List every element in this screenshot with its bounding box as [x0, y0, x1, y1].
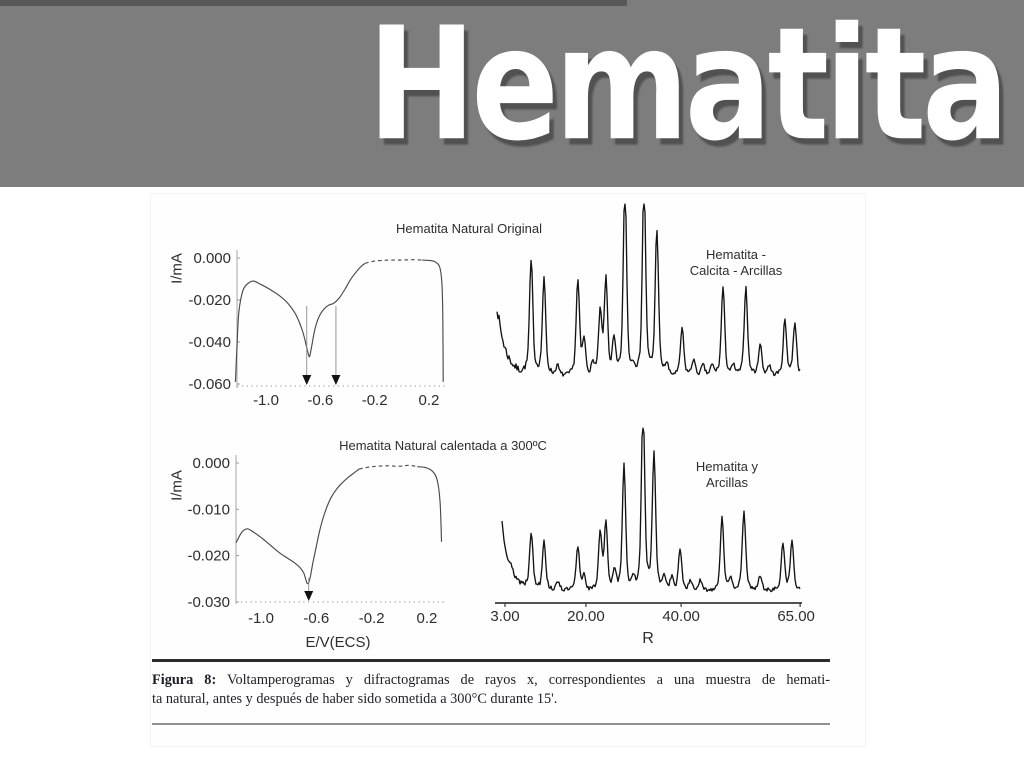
xrd2-x-tick-label: 3.00: [490, 608, 519, 625]
xrd2-x-tick-label: 20.00: [567, 608, 605, 625]
plot2-x-tick-label: -0.2: [359, 610, 385, 627]
plot2-peak-arrow-head: [304, 591, 314, 601]
plot1-trace-anodic-edge: [422, 259, 444, 382]
plot1-peak-arrow-head: [302, 375, 312, 385]
xrd1-phase-label-line1: Hematita -: [706, 247, 766, 262]
xrd2-x-tick-label: 40.00: [662, 608, 700, 625]
title-band: Hematita: [0, 0, 1024, 187]
xrd1-phase-label-line2: Calcita - Arcillas: [689, 263, 783, 278]
plot1-trace-cathodic-sweep: [234, 262, 366, 382]
caption-figure-number: Figura 8:: [152, 672, 217, 688]
plot1-x-tick-label: -0.2: [362, 392, 388, 409]
plot1-y-tick-label: 0.000: [193, 250, 231, 267]
plot1-y-tick-label: -0.020: [188, 292, 231, 309]
caption-line2: ta natural, antes y después de haber sid…: [152, 691, 558, 707]
xrd2-x-tick-label: 65.00: [777, 608, 815, 625]
plot2-x-tick-label: -0.6: [303, 610, 329, 627]
plot2-y-tick-label: -0.020: [187, 548, 230, 565]
figure-caption: Figura 8: Voltamperogramas y difractogra…: [152, 671, 830, 709]
plot3-x-axis-label: E/V(ECS): [305, 634, 371, 651]
plot1-y-tick-label: -0.040: [188, 334, 231, 351]
plot2-y-tick-label: -0.030: [187, 594, 230, 611]
top-accent-strip: [0, 0, 627, 6]
plot2-trace-near-zero-plateau: [359, 464, 418, 470]
plot2-y-tick-label: -0.010: [187, 501, 230, 518]
content-area: [0, 187, 1024, 768]
xrd2-x-axis-label: R: [642, 630, 654, 647]
plot2-trace-anodic-edge: [417, 466, 443, 542]
xrd1-trace: [496, 203, 801, 377]
plot1-x-tick-label: -1.0: [253, 392, 279, 409]
caption-line1-text: Voltamperogramas y difractogramas de ray…: [216, 672, 830, 688]
slide-title: Hematita: [367, 0, 1009, 176]
plot1-peak-arrow-head: [331, 375, 341, 385]
caption-line1: Figura 8: Voltamperogramas y difractogra…: [152, 671, 830, 690]
xrd2-phase-label: Hematita y Arcillas: [647, 459, 807, 491]
caption-top-rule: [152, 659, 830, 662]
xrd2-trace: [501, 427, 801, 593]
plot2-x-tick-label: 0.2: [417, 610, 438, 627]
plot1-y-tick-label: -0.060: [188, 376, 231, 393]
plot1-trace-near-zero-plateau: [365, 259, 423, 264]
plot2-y-tick-label: 0.000: [192, 455, 230, 472]
xrd1-phase-label: Hematita - Calcita - Arcillas: [656, 247, 816, 279]
plot2-x-tick-label: -1.0: [248, 610, 274, 627]
xrd2-phase-label-line1: Hematita y: [695, 459, 759, 474]
plot1-x-tick-label: -0.6: [307, 392, 333, 409]
xrd2-phase-label-line2: Arcillas: [706, 475, 748, 490]
caption-bottom-rule: [152, 723, 830, 725]
figure-panel: [150, 193, 866, 747]
plot3-title: Hematita Natural calentada a 300ºC: [339, 438, 547, 453]
plot1-title: Hematita Natural Original: [396, 221, 542, 236]
plot2-trace-cathodic-sweep: [235, 468, 360, 585]
plot1-x-tick-label: 0.2: [419, 392, 440, 409]
